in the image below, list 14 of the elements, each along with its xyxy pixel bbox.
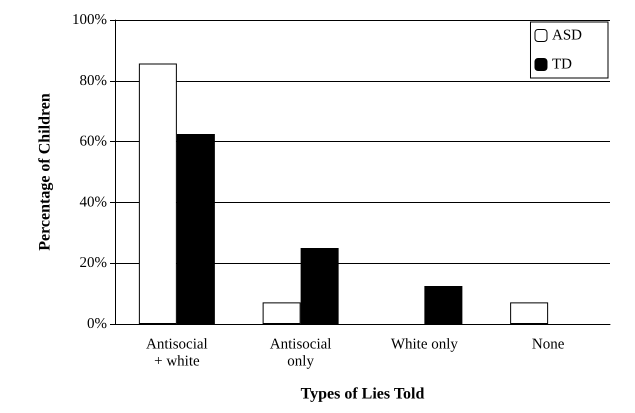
y-tick-label: 80% [80,72,107,89]
y-tick-label: 60% [80,134,107,150]
x-tick-label: None [532,336,565,352]
x-tick-label: Antisocial + white [146,336,208,370]
x-tick-label: White only [390,336,458,352]
y-axis-title: Percentage of Children [36,93,54,251]
x-axis-title: Types of Lies Told [300,386,424,402]
y-tick-label: 100% [72,12,107,28]
y-tick-label: 0% [87,316,107,332]
y-tick-label: 40% [80,194,107,210]
legend-label: ASD [552,28,582,44]
x-tick-label: Antisocial only [270,336,332,370]
y-tick-label: 20% [80,255,107,272]
legend-label: TD [552,56,572,72]
